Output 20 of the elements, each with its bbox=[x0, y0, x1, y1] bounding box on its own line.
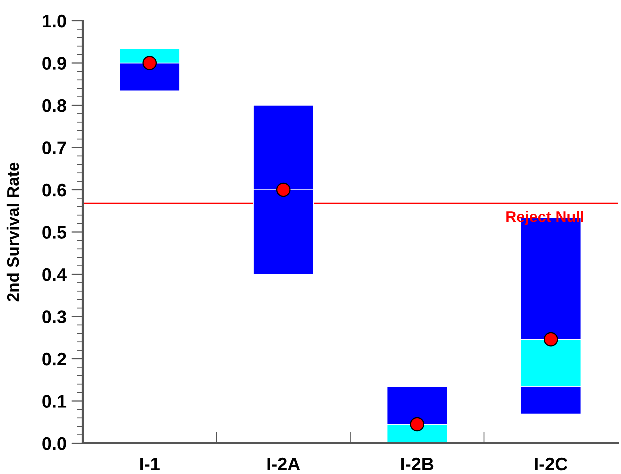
y-axis-title: 2nd Survival Rate bbox=[6, 162, 20, 302]
y-tick-label: 0.2 bbox=[42, 352, 66, 366]
y-tick-label: 0.5 bbox=[42, 226, 67, 239]
y-tick-label: 1.0 bbox=[43, 14, 66, 28]
point bbox=[410, 417, 425, 432]
y-tick-label: 0.9 bbox=[42, 57, 66, 70]
y-tick-label: 0.3 bbox=[42, 310, 66, 324]
y-tick-label: 0.4 bbox=[42, 268, 67, 282]
x-tick-label: I-2B bbox=[402, 458, 434, 470]
point bbox=[142, 56, 158, 70]
y-tick-label: 0.1 bbox=[42, 395, 67, 408]
y-tick-label: 0.6 bbox=[42, 184, 66, 197]
x-tick-label: I-1 bbox=[140, 458, 160, 470]
y-tick-label: 0.7 bbox=[42, 142, 66, 154]
x-tick-label: I-2A bbox=[268, 458, 300, 470]
y-tick-label: 0.8 bbox=[42, 99, 66, 112]
point bbox=[544, 332, 558, 347]
x-tick-label: I-2C bbox=[535, 458, 568, 471]
y-tick-label: 0.0 bbox=[42, 437, 66, 450]
point bbox=[276, 182, 291, 198]
